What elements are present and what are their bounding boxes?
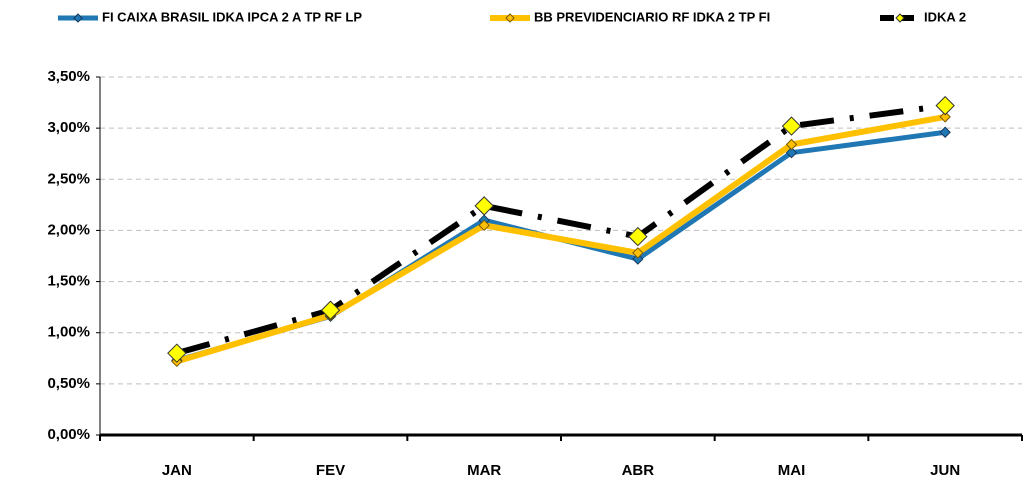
marker: [632, 253, 644, 265]
y-tick-label: 0,50%: [47, 375, 90, 392]
marker: [167, 343, 187, 363]
marker: [939, 126, 951, 138]
x-tick-label: MAI: [778, 462, 806, 479]
y-tick-label: 1,50%: [47, 273, 90, 290]
legend-label: IDKA 2: [924, 9, 966, 24]
y-tick-label: 2,50%: [47, 170, 90, 187]
legend-marker: [505, 13, 515, 23]
y-tick-label: 3,00%: [47, 119, 90, 136]
x-tick-label: ABR: [622, 462, 655, 479]
marker: [320, 300, 341, 320]
y-tick-label: 1,00%: [47, 324, 90, 341]
y-tick-label: 0,00%: [47, 426, 90, 443]
series-line: [175, 113, 946, 365]
marker: [628, 226, 648, 247]
legend-marker: [73, 13, 83, 23]
marker: [785, 146, 798, 159]
marker: [478, 219, 490, 232]
x-tick-label: MAR: [467, 462, 501, 479]
legend-label: FI CAIXA BRASIL IDKA IPCA 2 A TP RF LP: [102, 9, 362, 24]
marker: [781, 116, 802, 136]
series-line: [176, 102, 946, 357]
marker: [785, 138, 798, 151]
legend-label: BB PREVIDENCIARIO RF IDKA 2 TP FI: [534, 9, 770, 24]
marker: [632, 247, 644, 259]
marker: [474, 196, 494, 216]
legend-marker: [895, 13, 905, 23]
y-tick-label: 3,50%: [47, 68, 90, 85]
x-tick-label: FEV: [316, 462, 345, 479]
marker: [939, 111, 951, 123]
y-tick-label: 2,00%: [47, 221, 90, 238]
marker: [935, 95, 955, 116]
x-tick-label: JAN: [162, 462, 192, 479]
x-tick-label: JUN: [930, 462, 960, 479]
